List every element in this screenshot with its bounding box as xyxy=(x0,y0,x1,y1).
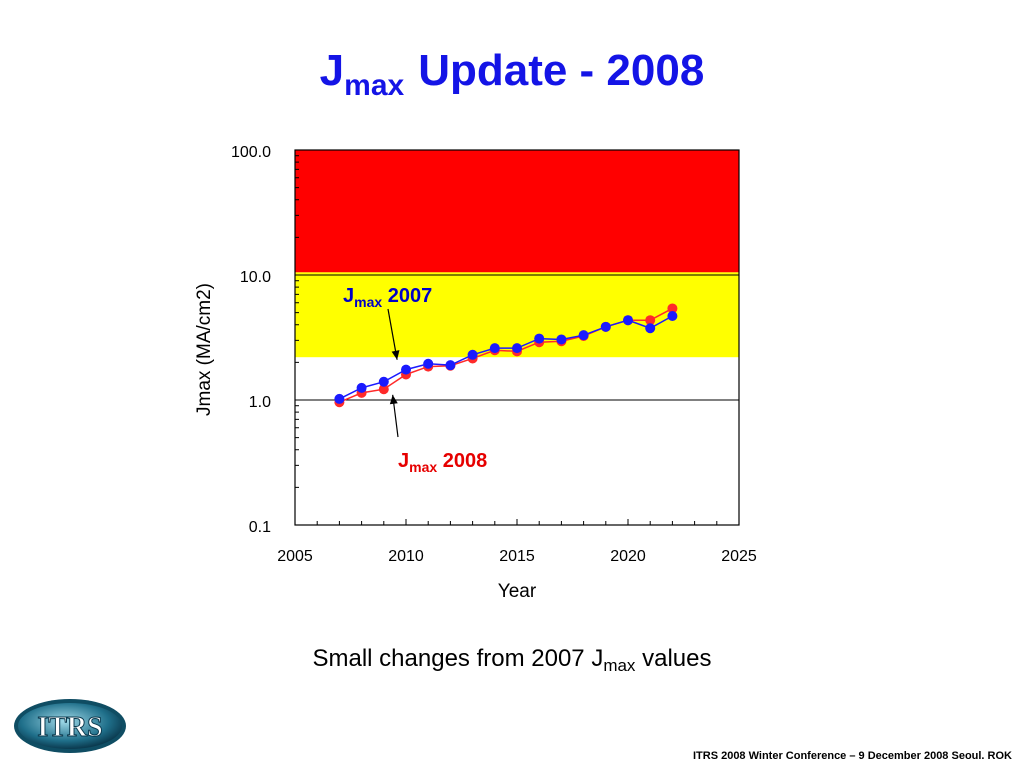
annotation-2008-arrowhead xyxy=(389,394,398,405)
caption-post: values xyxy=(635,645,712,672)
data-point-2007 xyxy=(489,343,500,354)
title-rest: Update - 2008 xyxy=(418,46,705,95)
data-point-2007 xyxy=(334,393,345,404)
annotations-layer: Jmax 2007 Jmax 2008 xyxy=(343,285,487,475)
slide-caption: Small changes from 2007 Jmax values xyxy=(0,645,1024,676)
y-tick-label: 1.0 xyxy=(249,394,271,411)
data-point-2007 xyxy=(556,334,567,345)
jmax-chart: 0.1 1.0 10.0 100.0 2005 2010 2015 2020 2025 Year J… xyxy=(194,144,757,602)
data-point-2007 xyxy=(445,360,456,371)
data-point-2008 xyxy=(645,315,656,326)
title-main: J xyxy=(319,46,345,95)
data-point-2007 xyxy=(600,321,611,332)
x-tick-label: 2020 xyxy=(610,548,646,565)
grid-layer xyxy=(295,274,739,401)
data-point-2007 xyxy=(467,349,478,360)
x-tick-label: 2015 xyxy=(499,548,535,565)
data-point-2007 xyxy=(534,333,545,344)
zone-yellow xyxy=(295,272,739,358)
data-point-2007 xyxy=(378,376,389,387)
data-point-2007 xyxy=(645,323,656,334)
y-tick-label: 100.0 xyxy=(231,144,271,161)
series-layer xyxy=(334,303,678,408)
caption-subscript: max xyxy=(603,656,636,675)
annotation-2008-label: Jmax 2008 xyxy=(398,450,487,475)
logo-text: ITRS xyxy=(37,712,102,743)
data-point-2007 xyxy=(623,315,633,326)
footer-text: ITRS 2008 Winter Conference – 9 December… xyxy=(692,750,1012,762)
x-tick-label: 2025 xyxy=(721,548,757,565)
annotation-2007-label: Jmax 2007 xyxy=(343,285,432,310)
data-point-2007 xyxy=(356,382,367,393)
data-point-2007 xyxy=(578,330,589,341)
x-axis-label: Year xyxy=(498,581,537,602)
data-point-2008 xyxy=(378,384,389,395)
data-point-2007 xyxy=(512,343,522,354)
data-point-2007 xyxy=(423,358,434,369)
x-tick-label: 2005 xyxy=(277,548,313,565)
zones-layer xyxy=(295,150,739,358)
data-point-2007 xyxy=(401,364,411,375)
axes-layer: 0.1 1.0 10.0 100.0 2005 2010 2015 2020 2025 Year J… xyxy=(194,144,757,602)
y-tick-label: 0.1 xyxy=(249,519,271,536)
title-subscript: max xyxy=(344,69,405,102)
series-line-2007 xyxy=(339,315,673,400)
y-axis-label: Jmax (MA/cm2) xyxy=(194,283,215,416)
zone-red xyxy=(295,150,739,273)
caption-pre: Small changes from 2007 J xyxy=(312,645,604,672)
slide-title: Jmax Update - 2008 xyxy=(0,46,1024,103)
annotation-2007-arrowhead xyxy=(391,350,400,360)
x-tick-label: 2010 xyxy=(388,548,424,565)
itrs-logo: ITRS xyxy=(14,699,126,753)
data-point-2008 xyxy=(667,303,678,314)
data-point-2007 xyxy=(667,310,678,321)
y-tick-label: 10.0 xyxy=(240,269,271,286)
